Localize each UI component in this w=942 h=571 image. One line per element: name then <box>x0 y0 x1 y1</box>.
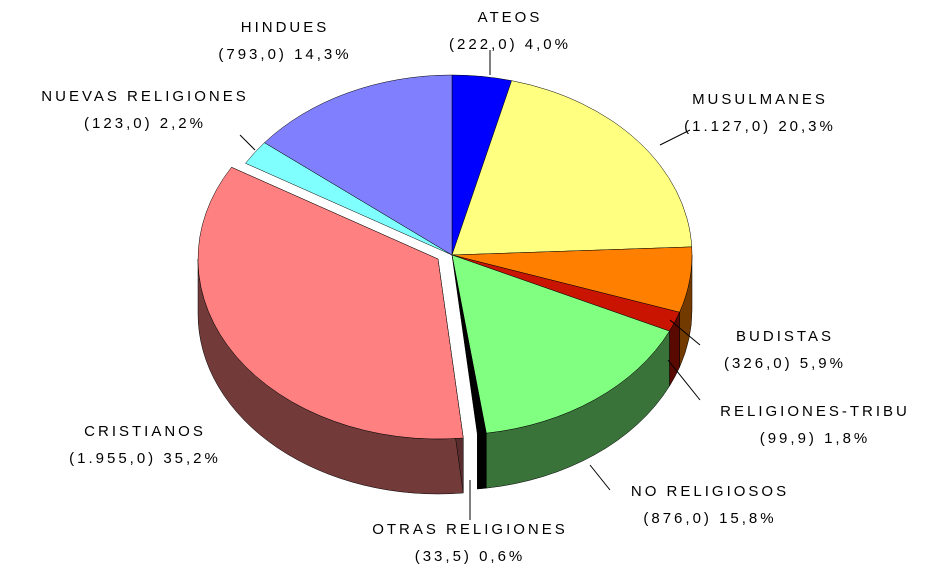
leader-line <box>669 319 701 346</box>
slice-side <box>477 432 487 490</box>
slice-value-label: (326,0) 5,9% <box>724 355 846 372</box>
slice-value-label: (123,0) 2,2% <box>84 115 206 132</box>
slice-label: OTRAS RELIGIONES <box>372 521 568 538</box>
leader-line <box>659 129 691 146</box>
slice <box>197 166 464 440</box>
slice <box>451 254 670 434</box>
slice <box>451 254 487 435</box>
slice-value-label: (33,5) 0,6% <box>415 548 526 565</box>
slice-value-label: (222,0) 4,0% <box>449 36 571 53</box>
slice-label: HINDUES <box>241 19 330 36</box>
slice-value-label: (876,0) 15,8% <box>643 510 776 527</box>
slice <box>264 74 453 256</box>
slice-value-label: (99,9) 1,8% <box>760 430 871 447</box>
leader-line <box>239 134 256 151</box>
leader-line <box>667 359 701 401</box>
slice-label: BUDISTAS <box>736 328 834 345</box>
slice-label: MUSULMANES <box>692 91 828 108</box>
slice-label: ATEOS <box>478 9 543 26</box>
slice-value-label: (1.127,0) 20,3% <box>684 118 836 135</box>
slice-value-label: (1.955,0) 35,2% <box>69 450 221 467</box>
slice-label: CRISTIANOS <box>84 423 206 440</box>
leader-line <box>589 464 611 491</box>
slice-label: RELIGIONES-TRIBU <box>720 403 910 420</box>
slice <box>451 80 693 256</box>
slice-value-label: (793,0) 14,3% <box>218 46 351 63</box>
slice-label: NO RELIGIOSOS <box>631 483 789 500</box>
slice-label: NUEVAS RELIGIONES <box>41 88 248 105</box>
